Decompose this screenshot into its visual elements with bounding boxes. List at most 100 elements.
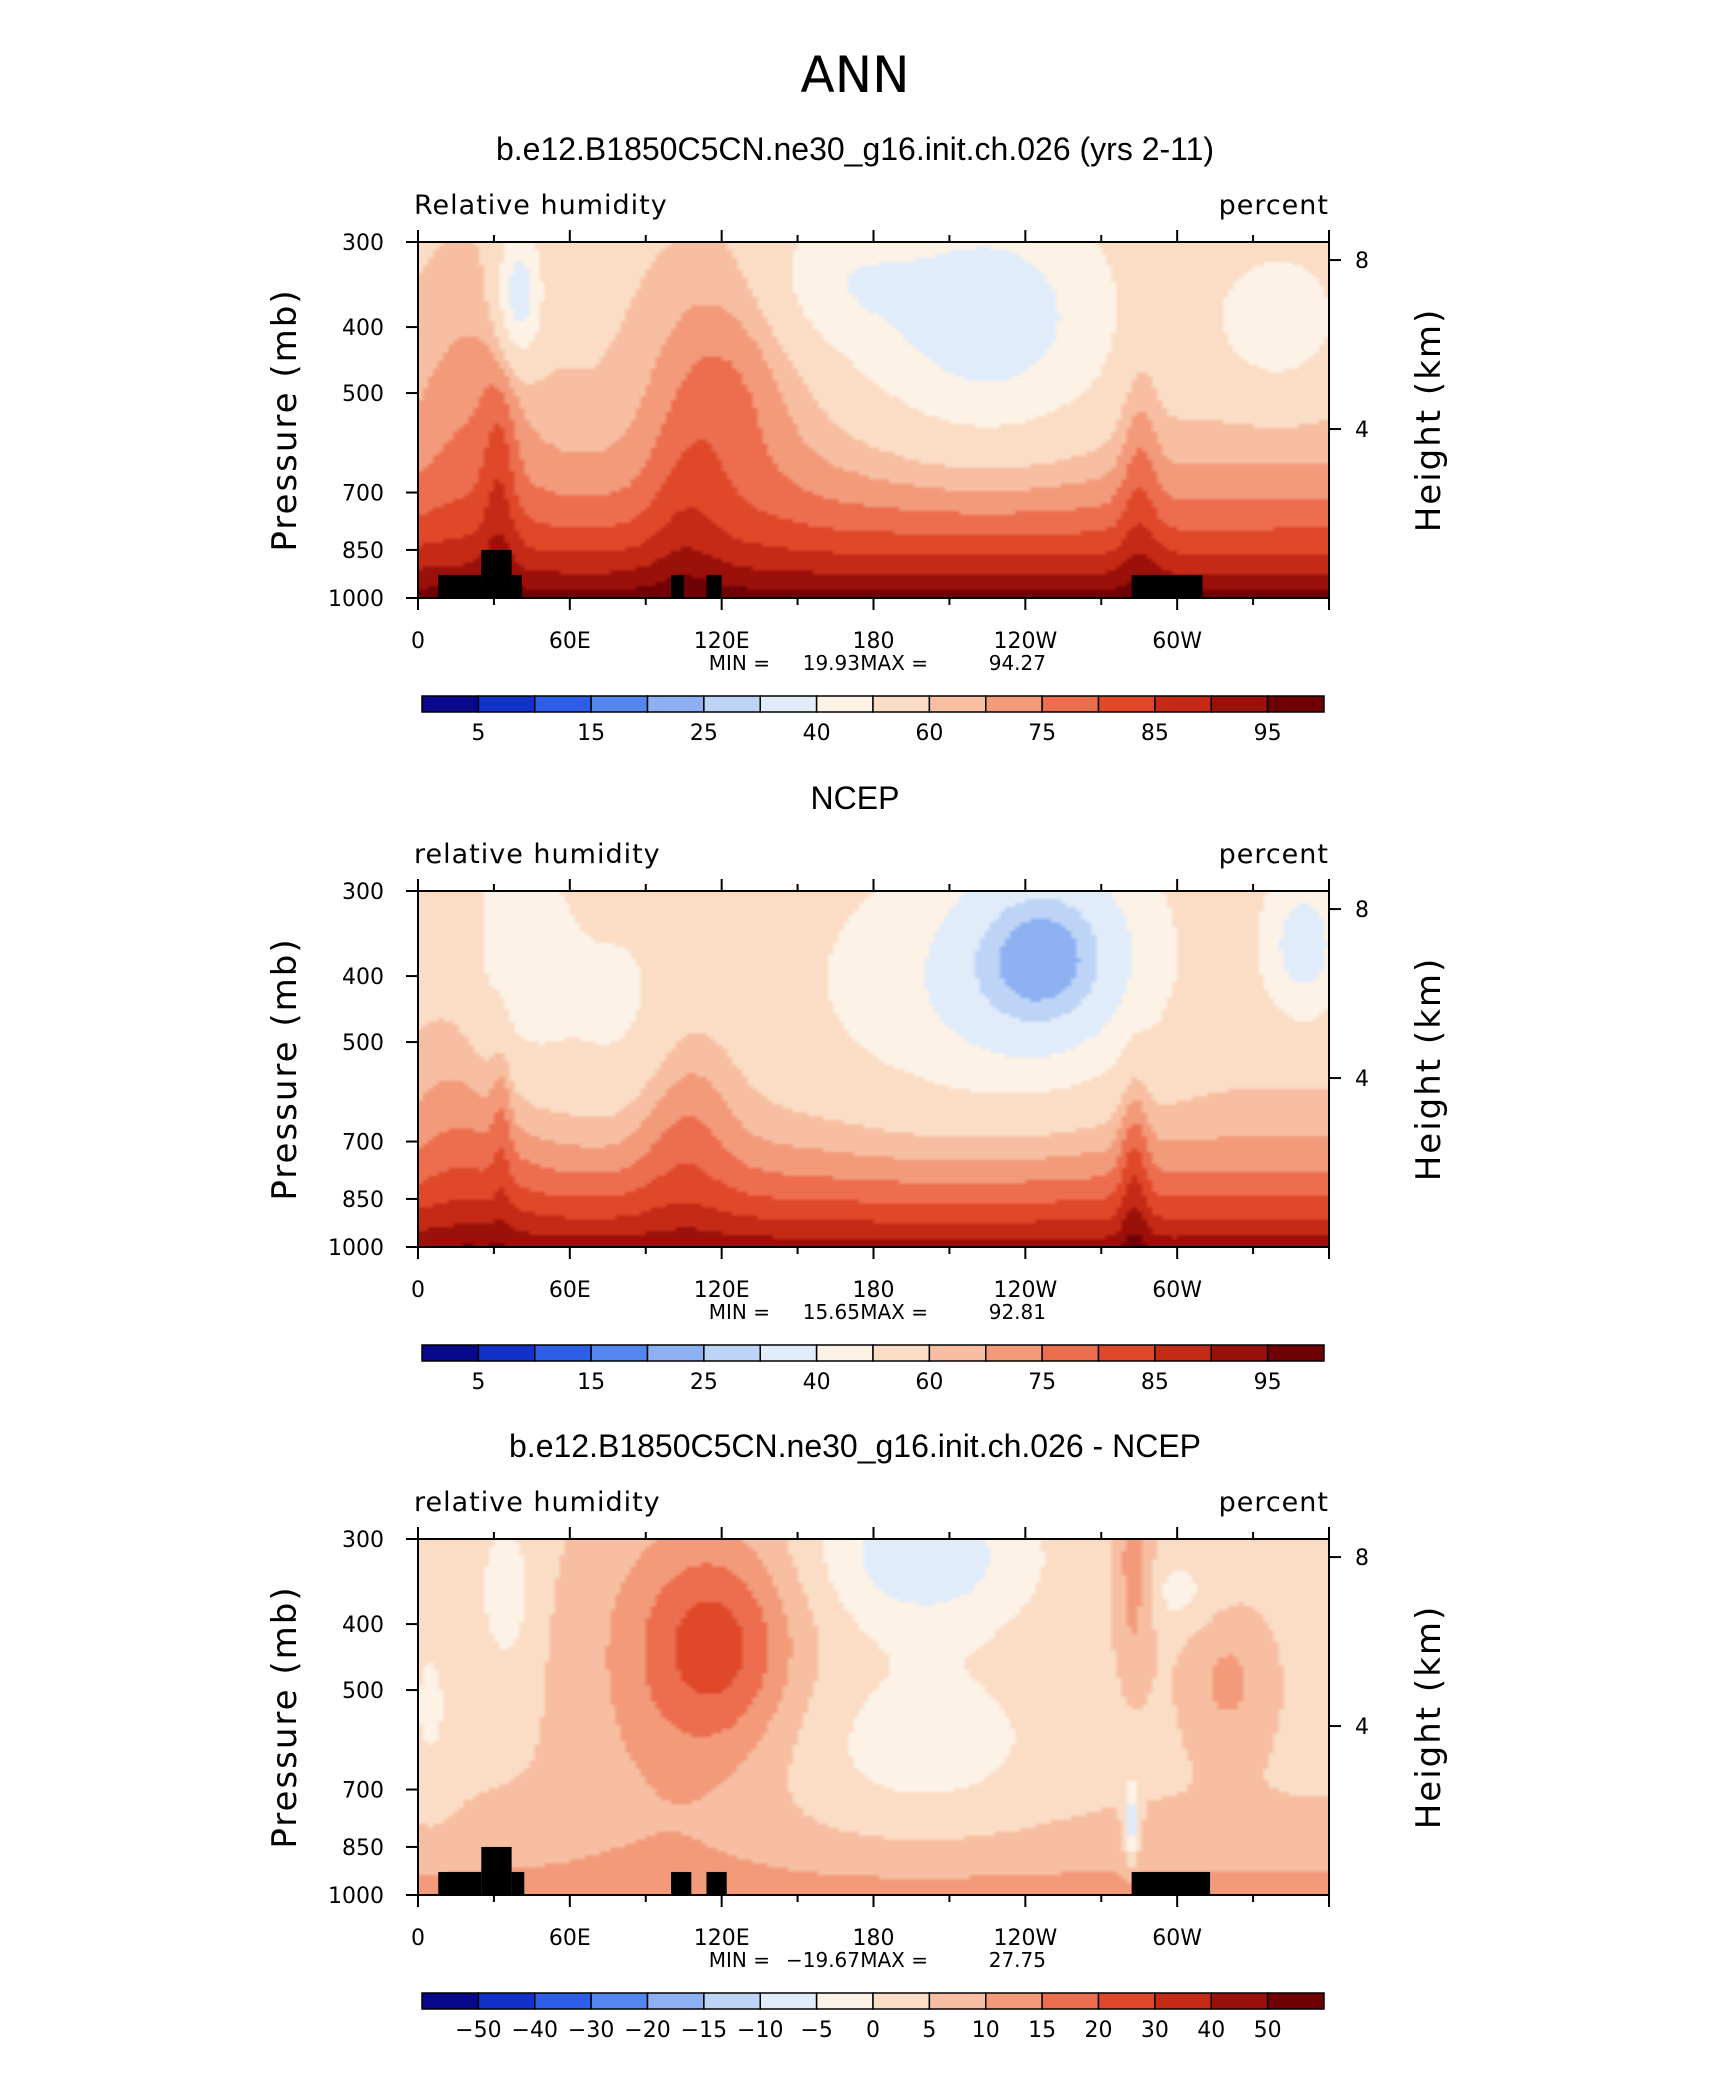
colorbar-swatch — [477, 695, 536, 713]
colorbar-label: −50 — [455, 2018, 501, 2043]
contour-field — [418, 891, 1329, 1247]
colorbar-swatch — [985, 695, 1043, 713]
y-tick-label: 1000 — [328, 1236, 384, 1261]
min-value: 15.65 — [803, 1300, 860, 1324]
y-axis-right-label: Height (km) — [1409, 308, 1449, 533]
colorbar-swatch — [1097, 1992, 1156, 2010]
contour-field — [418, 1539, 1329, 1895]
max-label: MAX = — [860, 1300, 928, 1324]
colorbar-swatch — [590, 695, 649, 713]
colorbar-label: 75 — [1028, 1370, 1056, 1395]
colorbar-swatch — [703, 1344, 761, 1362]
colorbar-label: 30 — [1141, 2018, 1169, 2043]
terrain-mask — [438, 1871, 482, 1895]
colorbar-swatch — [815, 695, 874, 713]
y-tick-label: 500 — [342, 382, 384, 407]
units-label: percent — [1219, 1487, 1329, 1518]
y-tick-label: 300 — [342, 1528, 384, 1553]
max-label: MAX = — [860, 651, 928, 675]
x-tick-label: 0 — [411, 1278, 425, 1303]
y-tick-right-label: 8 — [1355, 1546, 1369, 1571]
y-tick-label: 400 — [342, 965, 384, 990]
terrain-mask — [481, 1846, 512, 1895]
colorbar-swatch — [1097, 695, 1156, 713]
colorbar-swatch — [1041, 1992, 1100, 2010]
y-tick-label: 500 — [342, 1679, 384, 1704]
panel-title: b.e12.B1850C5CN.ne30_g16.init.ch.026 (yr… — [496, 131, 1214, 167]
colorbar-swatch — [534, 1992, 592, 2010]
colorbar-swatch — [1041, 1344, 1100, 1362]
colorbar-swatch — [421, 695, 480, 713]
x-tick-label: 120W — [993, 1926, 1057, 1951]
terrain-mask — [511, 574, 522, 598]
colorbar-label: 25 — [690, 1370, 718, 1395]
colorbar-swatch — [534, 695, 592, 713]
colorbar-label: 10 — [972, 2018, 1000, 2043]
colorbar-label: 85 — [1141, 721, 1169, 746]
colorbar-label: −15 — [681, 2018, 727, 2043]
colorbar-swatch — [1154, 695, 1212, 713]
terrain-mask — [706, 574, 722, 598]
colorbar-label: 0 — [866, 2018, 880, 2043]
min-value: −19.67 — [786, 1948, 860, 1972]
x-tick-label: 120E — [694, 629, 750, 654]
colorbar-swatch — [477, 1344, 536, 1362]
min-label: MIN = — [709, 1948, 770, 1972]
colorbar-swatch — [534, 1344, 592, 1362]
colorbar-swatch — [872, 1344, 931, 1362]
colorbar-swatch — [590, 1992, 649, 2010]
x-tick-label: 60W — [1152, 1926, 1202, 1951]
terrain-mask — [671, 1871, 692, 1895]
y-tick-label: 850 — [342, 1836, 384, 1861]
colorbar-swatch — [928, 1992, 987, 2010]
colorbar-swatch — [872, 1992, 931, 2010]
colorbar-swatch — [646, 1344, 705, 1362]
colorbar-label: 15 — [1028, 2018, 1056, 2043]
max-value: 92.81 — [989, 1300, 1046, 1324]
colorbar-swatch — [985, 1344, 1043, 1362]
y-tick-label: 300 — [342, 880, 384, 905]
colorbar-label: 5 — [922, 2018, 936, 2043]
panel-1: b.e12.B1850C5CN.ne30_g16.init.ch.026 (yr… — [265, 131, 1449, 746]
min-label: MIN = — [709, 1300, 770, 1324]
colorbar-swatch — [477, 1992, 536, 2010]
variable-label: relative humidity — [414, 1487, 661, 1518]
colorbar-label: −20 — [624, 2018, 670, 2043]
colorbar-label: −5 — [800, 2018, 832, 2043]
y-tick-label: 700 — [342, 482, 384, 507]
colorbar-swatch — [1041, 695, 1100, 713]
colorbar-label: 40 — [1197, 2018, 1225, 2043]
max-value: 94.27 — [989, 651, 1046, 675]
terrain-mask — [671, 574, 684, 598]
colorbar-swatch — [1154, 1992, 1212, 2010]
terrain-mask — [1131, 1871, 1211, 1895]
colorbar-swatch — [815, 1992, 874, 2010]
colorbar-swatch — [1266, 1992, 1325, 2010]
panel-title: b.e12.B1850C5CN.ne30_g16.init.ch.026 - N… — [509, 1428, 1201, 1464]
x-tick-label: 60W — [1152, 629, 1202, 654]
x-tick-label: 60E — [549, 1926, 591, 1951]
y-axis-label: Pressure (mb) — [265, 1585, 305, 1848]
colorbar-label: 60 — [915, 721, 943, 746]
colorbar-label: 75 — [1028, 721, 1056, 746]
colorbar-swatch — [759, 1992, 818, 2010]
colorbar-label: −30 — [568, 2018, 614, 2043]
colorbar-swatch — [1210, 695, 1269, 713]
colorbar-label: 25 — [690, 721, 718, 746]
y-tick-label: 1000 — [328, 587, 384, 612]
colorbar-swatch — [1097, 1344, 1156, 1362]
figure-title: ANN — [800, 46, 909, 104]
colorbar-label: 95 — [1254, 1370, 1282, 1395]
max-label: MAX = — [860, 1948, 928, 1972]
terrain-mask — [1131, 574, 1203, 598]
colorbar-label: 15 — [577, 1370, 605, 1395]
x-tick-label: 120W — [993, 1278, 1057, 1303]
x-tick-label: 120E — [694, 1278, 750, 1303]
colorbar-label: 20 — [1085, 2018, 1113, 2043]
colorbar-swatch — [703, 695, 761, 713]
panel-title: NCEP — [811, 780, 900, 816]
variable-label: relative humidity — [414, 839, 661, 870]
x-tick-label: 180 — [853, 629, 895, 654]
variable-label: Relative humidity — [414, 190, 668, 221]
